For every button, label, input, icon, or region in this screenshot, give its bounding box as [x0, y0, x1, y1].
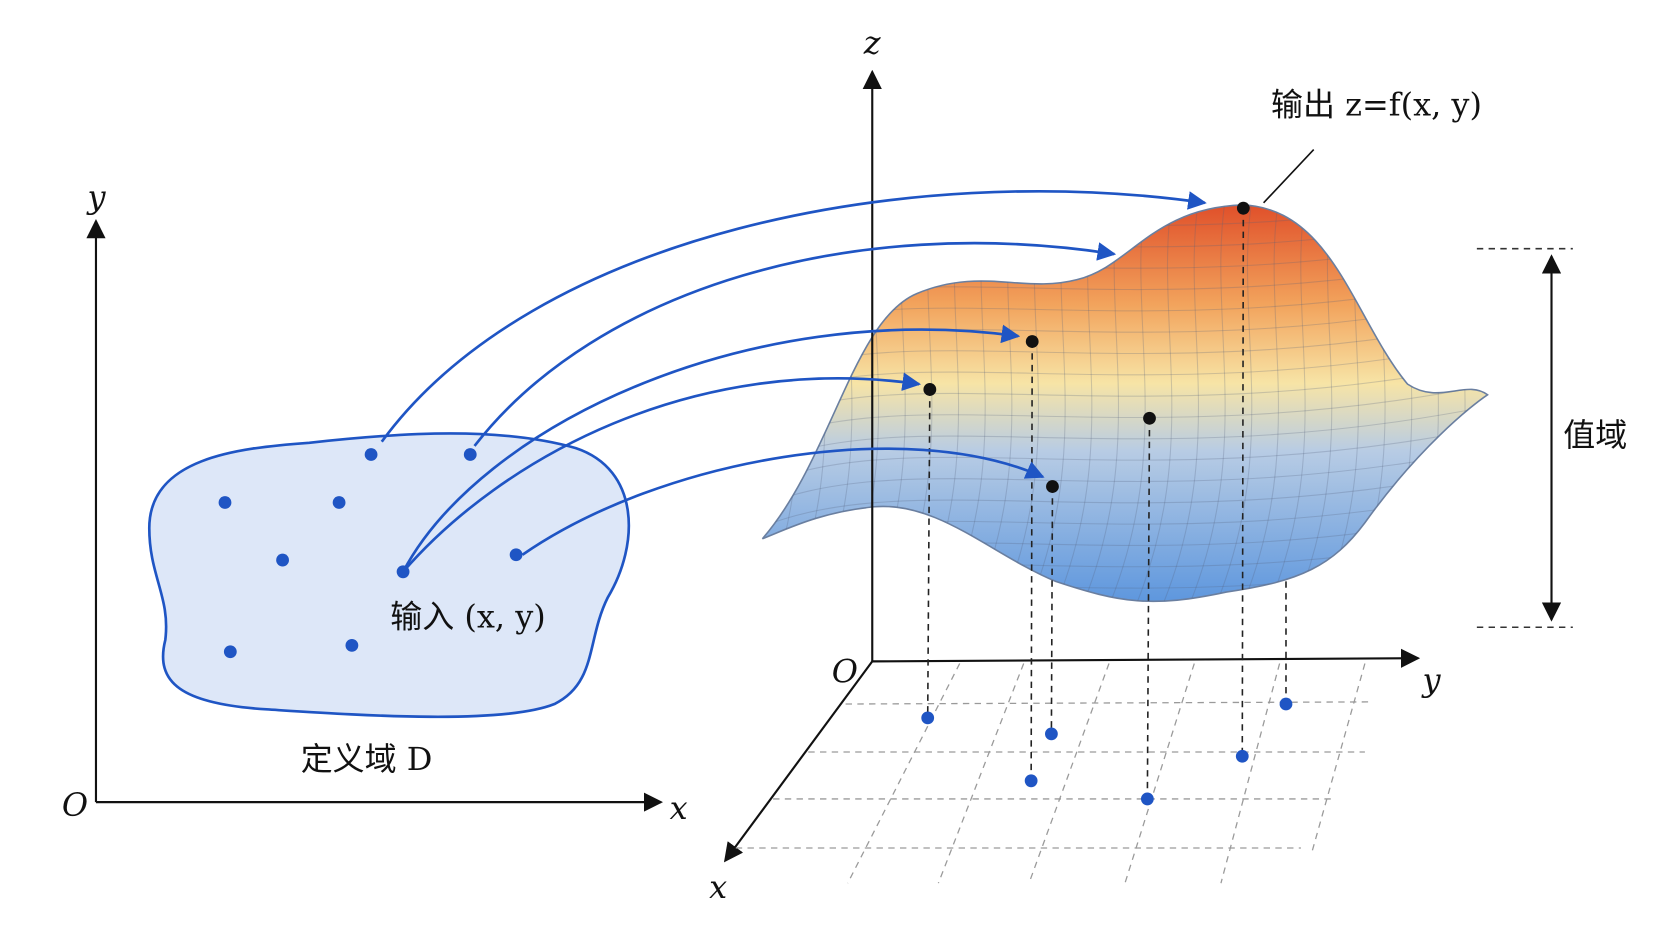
mesh-line [1263, 204, 1307, 602]
input-point [463, 448, 477, 461]
mesh-line [762, 204, 774, 602]
mapping-arrow [380, 190, 1207, 443]
mesh-line [762, 204, 1488, 236]
mesh-line [762, 468, 1488, 534]
grid-line [847, 663, 961, 884]
mapping-arrow [401, 324, 1021, 573]
projection-line [1030, 341, 1034, 781]
origin-label: O [832, 653, 858, 691]
input-point [1045, 727, 1058, 741]
projection-line [1241, 208, 1245, 757]
input-point [509, 548, 523, 562]
axis-label: y [1420, 661, 1441, 699]
mesh-line [1103, 204, 1147, 602]
axis-label: x [670, 789, 688, 827]
y-axis [872, 648, 1421, 668]
input-point [396, 565, 410, 579]
grid-line [1028, 663, 1110, 884]
domain-region [147, 432, 631, 719]
input-point [218, 496, 232, 509]
mesh-line [1236, 204, 1281, 602]
x-axis [723, 660, 874, 863]
leader-line [1263, 148, 1315, 204]
input-point [1235, 749, 1249, 763]
input-label: 输入 (x, y) [390, 597, 545, 635]
mesh-line [762, 404, 1488, 470]
mesh-line [1183, 204, 1227, 602]
input-point [364, 448, 378, 461]
input-point [332, 496, 346, 509]
output-point [1046, 480, 1059, 493]
range-label: 值域 [1563, 416, 1627, 454]
input-point [1279, 697, 1293, 711]
mapping-arrow [473, 241, 1117, 447]
mapping-arrow [521, 447, 1045, 556]
axis-label: z [863, 24, 881, 62]
projection-line [1050, 486, 1054, 734]
mesh-line [762, 426, 1488, 492]
projection-line [1146, 418, 1151, 799]
mesh-line [762, 204, 801, 602]
origin-label: O [62, 786, 88, 824]
input-point [223, 645, 237, 659]
mesh-line [704, 192, 747, 619]
grid-line [1310, 663, 1366, 854]
output-point [1143, 411, 1156, 425]
mapping-arrow [402, 372, 922, 573]
input-point [921, 711, 935, 725]
output-point [1025, 335, 1039, 348]
input-point [1024, 774, 1038, 788]
output-point [1236, 201, 1250, 215]
grid-line [1220, 663, 1281, 884]
output-label: 输出 z=f(x, y) [1271, 85, 1482, 123]
grid-line [1124, 663, 1195, 884]
input-point [276, 553, 289, 567]
axis-label: x [709, 868, 727, 906]
projection-line [926, 389, 931, 718]
mapping [218, 190, 1293, 806]
domain-label: 定义域 D [301, 740, 433, 778]
input-point [345, 638, 359, 652]
mesh-line [746, 619, 1492, 683]
mesh-line [1156, 204, 1201, 602]
mesh-line [1129, 204, 1174, 602]
input-point [1140, 792, 1154, 806]
mesh-line [1209, 204, 1254, 602]
mesh-line [1476, 204, 1488, 602]
ground-grid [735, 663, 1371, 884]
grid-line [937, 663, 1025, 884]
mesh-line [762, 596, 1488, 602]
axis-label: y [85, 178, 106, 216]
mesh-line [762, 204, 1488, 257]
surface [761, 204, 1489, 603]
output-point [923, 383, 937, 396]
mesh-line [762, 447, 1488, 513]
